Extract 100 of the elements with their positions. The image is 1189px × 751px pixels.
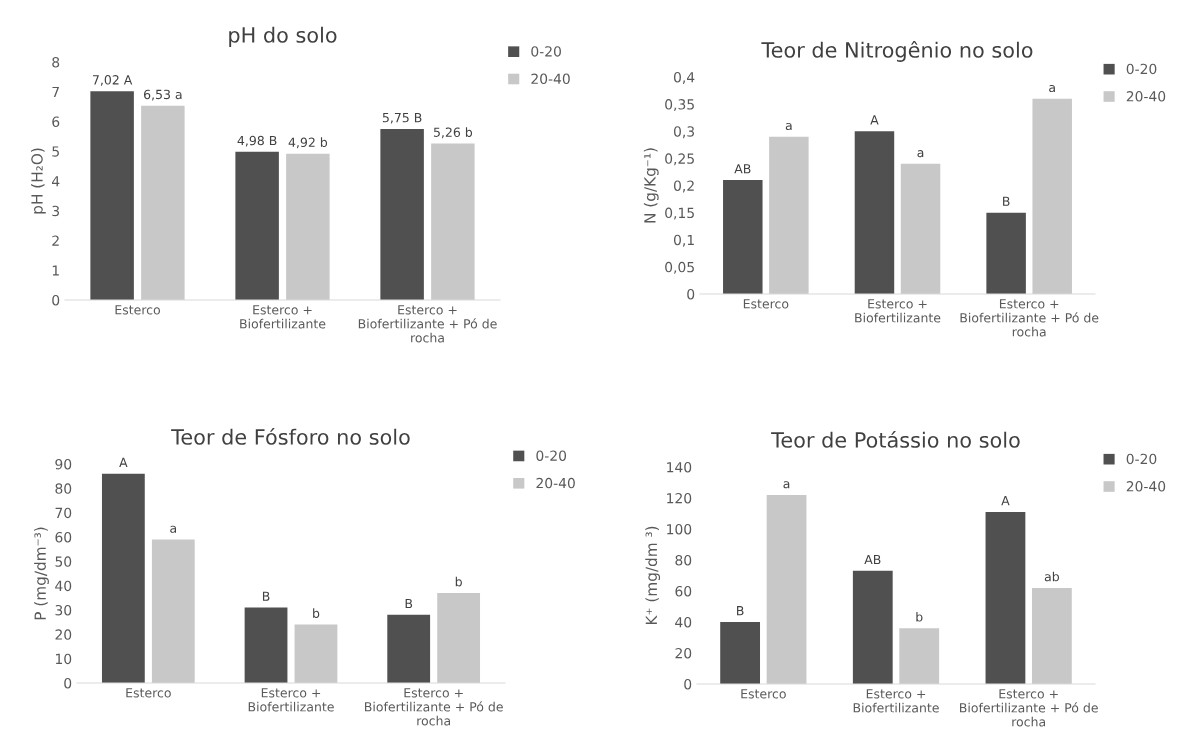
legend-label: 20-40: [536, 477, 575, 489]
y-tick-label: 90: [55, 458, 72, 470]
data-label: B: [1003, 196, 1010, 206]
bar: [431, 143, 475, 300]
bar: [854, 131, 895, 294]
y-tick-label: 40: [675, 616, 692, 628]
chart-title: Teor de Potássio no solo: [771, 430, 1020, 448]
data-label: 4,92 b: [288, 137, 328, 149]
y-tick-label: 0,4: [673, 71, 695, 84]
chart-title: Teor de Fósforo no solo: [171, 427, 410, 445]
y-tick-label: 40: [55, 580, 72, 592]
x-tick-label: Esterco: [115, 305, 161, 315]
data-label: A: [870, 115, 879, 125]
y-tick-label: 2: [52, 235, 59, 246]
bar: [141, 105, 185, 300]
bar: [101, 473, 145, 683]
bar: [720, 622, 761, 684]
legend-label: 20-40: [1126, 481, 1166, 492]
x-tick-label: Esterco: [126, 688, 171, 698]
data-label: b: [313, 608, 320, 619]
data-label: 4,98 B: [237, 135, 277, 147]
y-axis-title: K⁺ (mg/dm ³): [645, 526, 661, 625]
y-tick-label: 100: [667, 523, 692, 535]
bar: [900, 163, 941, 294]
y-axis-title: P (mg/dm⁻³): [34, 527, 49, 620]
y-tick-label: 140: [667, 461, 692, 473]
y-tick-label: 80: [675, 554, 692, 566]
x-tick-label: Esterco: [743, 299, 789, 309]
legend-label: 20-40: [531, 73, 570, 85]
legend-label: 0-20: [531, 46, 561, 57]
bar: [1032, 98, 1072, 294]
data-label: a: [170, 525, 176, 533]
data-label: b: [916, 611, 923, 622]
y-tick-label: 0,05: [665, 261, 694, 274]
bar: [90, 91, 134, 300]
data-label: B: [405, 598, 413, 609]
bar: [286, 153, 330, 300]
y-tick-label: 60: [55, 531, 72, 543]
y-axis-title: N (g/Kg⁻¹): [643, 148, 659, 223]
bar: [723, 180, 763, 294]
data-label: 5,75 B: [382, 113, 422, 124]
bar: [986, 212, 1026, 294]
y-tick-label: 120: [667, 492, 692, 504]
y-tick-label: 0: [684, 678, 692, 690]
bar: [852, 570, 893, 684]
bar: [151, 539, 195, 683]
chart-title: pH do solo: [229, 26, 337, 47]
y-tick-label: 5: [52, 146, 59, 157]
y-tick-label: 0: [687, 288, 695, 300]
data-label: 7,02 A: [92, 75, 133, 86]
bar: [244, 607, 288, 683]
chart-title: Teor de Nitrogênio no solo: [761, 40, 1033, 62]
bar: [294, 624, 338, 683]
x-tick-label: Esterco + Biofertilizante + Pó de rocha: [960, 689, 1098, 727]
data-label: AB: [864, 554, 881, 565]
y-tick-label: 0,3: [673, 126, 695, 139]
y-tick-label: 1: [52, 265, 59, 276]
y-tick-label: 60: [675, 585, 692, 597]
y-tick-label: 30: [55, 604, 72, 616]
x-tick-label: Esterco + Biofertilizante: [855, 299, 941, 323]
legend-label: 0-20: [1126, 453, 1157, 465]
bar: [437, 592, 481, 683]
data-label: a: [1049, 84, 1055, 93]
x-tick-label: Esterco + Biofertilizante: [853, 689, 939, 713]
bar: [1031, 587, 1072, 684]
data-label: B: [262, 591, 270, 601]
y-tick-label: 10: [55, 653, 72, 665]
data-label: a: [785, 122, 792, 131]
x-tick-label: Esterco: [741, 689, 786, 699]
data-label: A: [119, 457, 128, 467]
data-label: 5,26 b: [433, 127, 473, 139]
data-label: b: [455, 576, 462, 587]
x-tick-label: Esterco + Biofertilizante: [248, 688, 334, 712]
data-label: a: [783, 481, 790, 489]
bar: [235, 151, 279, 300]
y-tick-label: 0: [64, 677, 72, 689]
y-tick-label: 4: [51, 176, 60, 187]
y-tick-label: 0,1: [673, 234, 694, 247]
y-tick-label: 3: [52, 205, 60, 217]
y-tick-label: 0,25: [665, 153, 694, 166]
legend-label: 20-40: [1126, 91, 1166, 102]
data-label: A: [1001, 496, 1010, 506]
legend-label: 0-20: [1126, 63, 1157, 75]
y-tick-label: 0,15: [665, 207, 694, 220]
y-tick-label: 80: [55, 483, 72, 494]
y-tick-label: 0: [52, 294, 60, 306]
x-tick-label: Esterco + Biofertilizante + Pó de rocha: [365, 688, 503, 726]
data-label: B: [737, 606, 744, 616]
y-tick-label: 0,35: [665, 99, 694, 112]
legend-label: 0-20: [536, 450, 567, 461]
bar: [769, 136, 809, 294]
x-tick-label: Esterco + Biofertilizante + Pó de rocha: [960, 299, 1099, 337]
bar: [985, 511, 1026, 684]
x-tick-label: Esterco + Biofertilizante: [240, 305, 326, 329]
data-label: a: [917, 150, 924, 158]
data-label: 6,53 a: [144, 89, 182, 101]
bar: [387, 614, 431, 683]
y-tick-label: 20: [675, 647, 692, 659]
y-tick-label: 6: [52, 116, 60, 127]
y-tick-label: 50: [55, 556, 72, 567]
